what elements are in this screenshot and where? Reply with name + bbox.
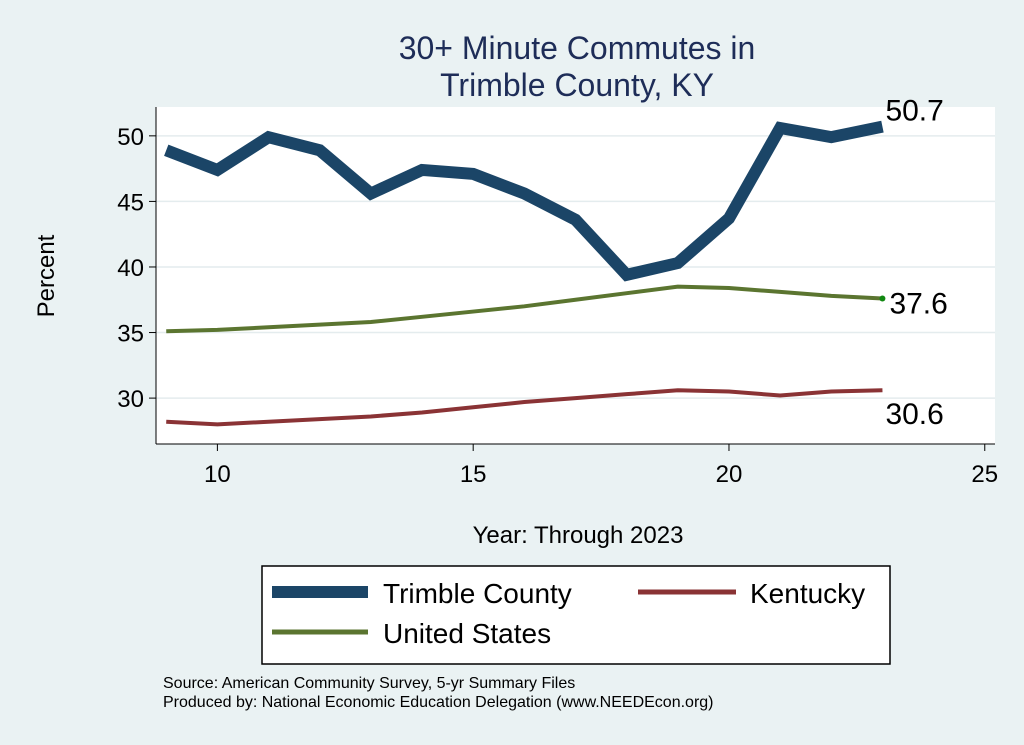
y-axis-title: Percent [33, 234, 60, 317]
y-tick-label: 50 [117, 124, 144, 151]
series-line-united-states [166, 284, 883, 334]
series-line-trimble-county [164, 120, 884, 282]
united-states-end-label: 37.6 [889, 287, 947, 320]
trimble-county-end-label: 50.7 [885, 95, 943, 128]
source-note: Source: American Community Survey, 5-yr … [163, 675, 575, 692]
producer-note: Produced by: National Economic Education… [163, 694, 714, 711]
x-tick-label: 25 [971, 461, 998, 488]
chart-title-line-2: Trimble County, KY [440, 67, 714, 103]
legend-label-trimble-county: Trimble County [383, 578, 572, 609]
x-tick-label: 15 [460, 461, 487, 488]
united-states-end-point [879, 295, 886, 302]
y-tick-label: 45 [117, 189, 144, 216]
y-tick-label: 40 [117, 255, 144, 282]
y-ticks: 30 35 40 45 50 [117, 124, 156, 413]
y-tick-label: 35 [117, 321, 144, 348]
legend-label-united-states: United States [383, 618, 551, 649]
x-ticks: 10 15 20 25 [204, 444, 998, 488]
series-lines [164, 120, 884, 427]
gridlines [156, 135, 995, 399]
x-tick-label: 10 [204, 461, 231, 488]
chart-title-line-1: 30+ Minute Commutes in [399, 30, 756, 66]
series-line-kentucky [166, 388, 883, 427]
y-tick-label: 30 [117, 386, 144, 413]
kentucky-end-label: 30.6 [885, 398, 943, 431]
x-tick-label: 20 [716, 461, 743, 488]
legend-label-kentucky: Kentucky [750, 578, 865, 609]
x-axis-title: Year: Through 2023 [473, 522, 684, 549]
plot-area [156, 107, 995, 444]
legend-box [261, 565, 891, 665]
